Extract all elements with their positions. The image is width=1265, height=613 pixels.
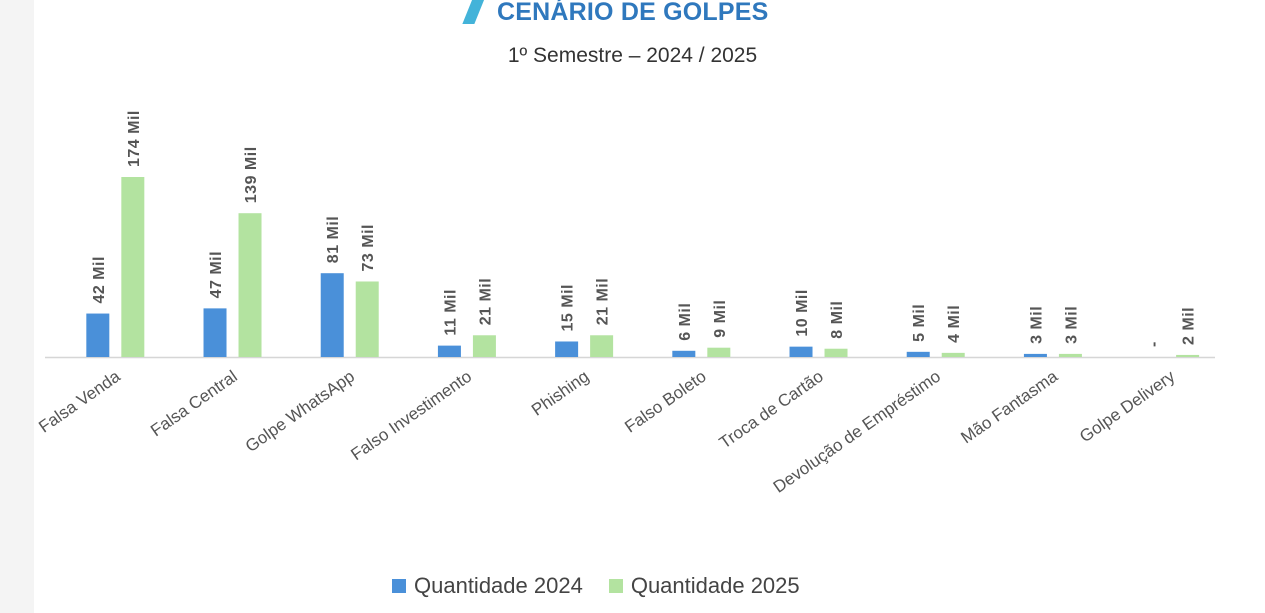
bar-2025-7 — [824, 348, 848, 357]
data-label-2024-8: 5 Mil — [911, 304, 928, 342]
bar-2025-2 — [238, 213, 262, 357]
data-label-2025-1: 174 Mil — [126, 110, 143, 167]
chart-subtitle: 1º Semestre – 2024 / 2025 — [507, 44, 758, 67]
bar-2025-8 — [941, 352, 965, 357]
chart-header: CENÁRIO DE GOLPES — [0, 0, 1265, 40]
data-label-2024-1: 42 Mil — [91, 256, 108, 303]
data-label-2024-6: 6 Mil — [677, 303, 694, 341]
data-label-2025-6: 9 Mil — [712, 300, 729, 338]
bar-2024-6 — [672, 350, 696, 357]
data-label-2025-5: 21 Mil — [595, 278, 612, 325]
bar-2024-2 — [203, 308, 227, 357]
data-label-2024-2: 47 Mil — [208, 251, 225, 298]
bar-2025-1 — [121, 177, 145, 357]
category-label-4: Falso Investimento — [347, 367, 475, 464]
chart-title: CENÁRIO DE GOLPES — [497, 0, 769, 26]
bar-2024-8 — [906, 351, 930, 357]
data-label-2025-4: 21 Mil — [477, 278, 494, 325]
data-label-2025-2: 139 Mil — [243, 146, 260, 203]
legend-item-2024: Quantidade 2024 — [392, 573, 583, 599]
data-label-2025-10: 2 Mil — [1181, 307, 1198, 345]
data-label-2024-4: 11 Mil — [442, 289, 459, 336]
chart-legend: Quantidade 2024 Quantidade 2025 — [392, 573, 826, 599]
category-label-3: Golpe WhatsApp — [242, 367, 358, 456]
category-label-5: Phishing — [528, 367, 592, 420]
legend-swatch-2024 — [392, 579, 406, 593]
category-label-7: Troca de Cartão — [716, 367, 827, 453]
legend-label-2024: Quantidade 2024 — [414, 573, 583, 598]
bar-2025-3 — [355, 281, 379, 357]
bar-2024-5 — [555, 341, 579, 357]
data-label-2025-9: 3 Mil — [1063, 306, 1080, 344]
bar-2024-9 — [1023, 353, 1047, 357]
category-label-9: Mão Fantasma — [957, 366, 1061, 447]
data-label-2024-5: 15 Mil — [560, 284, 577, 331]
category-label-10: Golpe Delivery — [1076, 366, 1179, 446]
bar-2024-4 — [437, 345, 461, 357]
category-label-2: Falsa Central — [147, 367, 241, 441]
data-label-2024-7: 10 Mil — [794, 289, 811, 336]
data-label-2025-7: 8 Mil — [829, 301, 846, 339]
bar-2024-1 — [86, 313, 110, 357]
legend-swatch-2025 — [608, 579, 623, 593]
bar-2024-7 — [789, 346, 813, 357]
data-label-2024-9: 3 Mil — [1028, 306, 1045, 344]
bar-2024-3 — [320, 273, 344, 357]
legend-item-2025: Quantidade 2025 — [608, 573, 800, 599]
bar-2025-6 — [707, 347, 731, 357]
data-label-2024-3: 81 Mil — [325, 216, 342, 263]
bar-2025-4 — [472, 335, 496, 357]
bar-2025-9 — [1058, 353, 1082, 357]
legend-label-2025: Quantidade 2025 — [630, 573, 800, 598]
data-label-2025-3: 73 Mil — [360, 224, 377, 271]
data-label-2024-10: - — [1146, 341, 1163, 347]
category-label-1: Falsa Venda — [35, 366, 124, 436]
category-label-6: Falso Boleto — [621, 367, 709, 437]
bar-2025-5 — [590, 335, 614, 357]
data-label-2025-8: 4 Mil — [946, 305, 963, 343]
bar-2025-10 — [1176, 354, 1200, 357]
